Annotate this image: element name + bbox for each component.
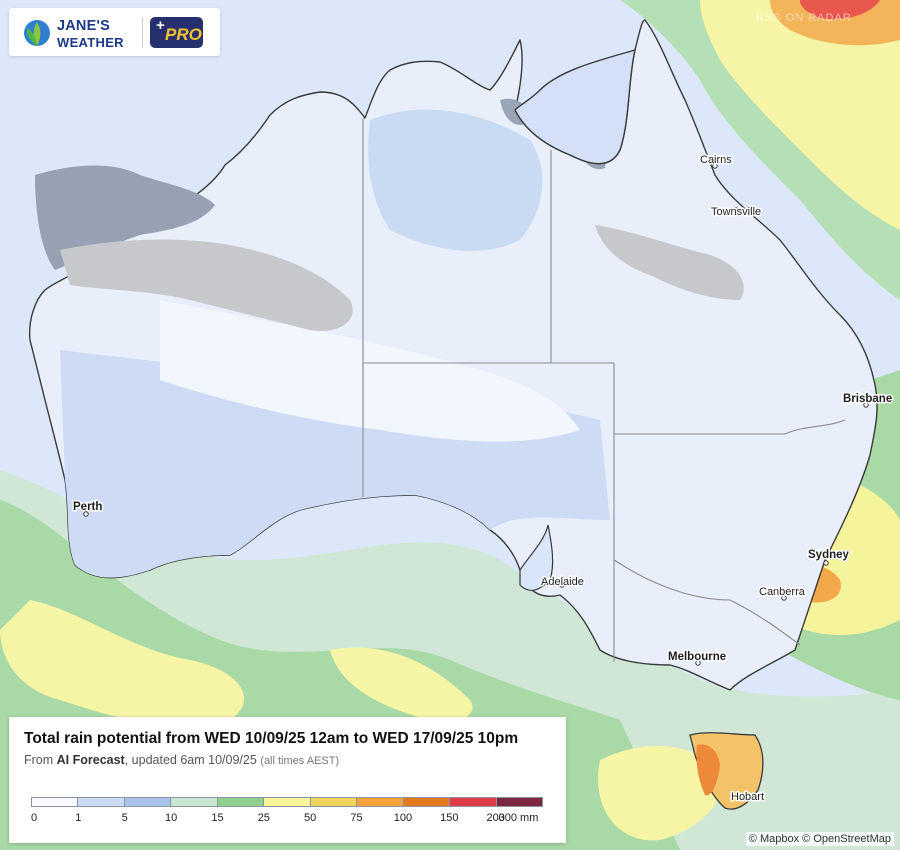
rain-field-south-yellow-3 xyxy=(598,746,722,841)
city-label-perth: Perth xyxy=(73,501,102,513)
rain-legend-panel: Total rain potential from WED 10/09/25 1… xyxy=(9,717,566,843)
legend-tick-label: 1 xyxy=(75,812,82,824)
legend-tick-label: 25 xyxy=(257,812,270,824)
spencer-gulf xyxy=(519,524,554,592)
city-label-hobart: Hobart xyxy=(731,791,764,803)
legend-tick-label: 100 xyxy=(393,812,413,824)
legend-swatch xyxy=(170,798,217,806)
legend-swatch xyxy=(77,798,124,806)
legend-subtitle-prefix: From xyxy=(24,753,57,767)
legend-swatch xyxy=(449,798,496,806)
brand-name-line1: JANE'S xyxy=(57,18,110,34)
legend-tick-label: 0 xyxy=(31,812,38,824)
city-label-cairns: Cairns xyxy=(700,154,732,166)
rain-field-nt-blue xyxy=(368,109,543,251)
tasmania-heavy xyxy=(696,744,720,796)
legend-subtitle-source: AI Forecast xyxy=(56,753,125,767)
legend-tick-label: 10 xyxy=(164,812,178,824)
legend-tick-label: 50 xyxy=(304,812,317,824)
legend-swatch xyxy=(123,798,171,806)
city-label-adelaide: Adelaide xyxy=(541,576,584,588)
pro-badge: + PRO xyxy=(150,17,203,48)
city-labels: Cairns Townsville Brisbane Sydney Canber… xyxy=(72,153,894,805)
brand-name-line2: WEATHER xyxy=(57,35,124,50)
legend-subtitle-updated: , updated 6am 10/09/25 xyxy=(124,753,257,767)
legend-title: Total rain potential from WED 10/09/25 1… xyxy=(24,730,519,747)
city-label-brisbane: Brisbane xyxy=(843,393,892,405)
dry-area-qld xyxy=(595,225,744,300)
plus-icon: + xyxy=(156,17,165,34)
legend-swatch xyxy=(495,798,542,806)
city-markers xyxy=(83,163,869,800)
watermark-text: RSS ON RADAR xyxy=(756,12,852,24)
map-attribution[interactable]: © Mapbox © OpenStreetMap xyxy=(745,832,894,846)
legend-tick-label: 15 xyxy=(211,812,224,824)
legend-tick-label: 5 xyxy=(121,812,128,824)
rain-field-ne-red xyxy=(800,0,880,20)
pro-badge-label: PRO xyxy=(165,25,202,44)
logo-divider xyxy=(142,17,143,48)
rain-field-ne-orange xyxy=(770,0,900,46)
rain-field-ne-yellow xyxy=(700,0,900,230)
leaf-logo-icon xyxy=(24,20,50,46)
brand-logo[interactable]: JANE'S WEATHER + PRO xyxy=(9,8,220,56)
rain-field-south-yellow xyxy=(0,600,245,727)
legend-swatch xyxy=(402,798,450,806)
legend-swatch xyxy=(216,798,264,806)
legend-subtitle-timezone: (all times AEST) xyxy=(260,755,340,767)
city-label-sydney: Sydney xyxy=(808,549,850,561)
dry-area-kimberley xyxy=(35,165,215,270)
gulf-of-carpentaria xyxy=(514,49,636,165)
state-borders xyxy=(362,118,846,662)
city-label-townsville: Townsville xyxy=(711,206,761,218)
rain-field-south-yellow-2 xyxy=(330,647,473,722)
legend-subtitle: From AI Forecast, updated 6am 10/09/25 (… xyxy=(24,753,339,767)
legend-color-scale xyxy=(31,797,543,807)
city-label-melbourne: Melbourne xyxy=(668,651,726,663)
legend-swatch xyxy=(356,798,403,806)
dry-area-pilbara xyxy=(60,239,353,331)
legend-swatch xyxy=(309,798,357,806)
legend-tick-label: 200 xyxy=(486,812,505,824)
legend-swatch xyxy=(32,798,78,806)
legend-tick-label: 150 xyxy=(440,812,459,824)
legend-tick-label: 300 mm xyxy=(498,812,539,824)
city-label-canberra: Canberra xyxy=(759,586,806,598)
rain-field-central-white xyxy=(160,300,580,442)
legend-tick-label: 75 xyxy=(350,812,363,824)
legend-swatch xyxy=(263,798,310,806)
